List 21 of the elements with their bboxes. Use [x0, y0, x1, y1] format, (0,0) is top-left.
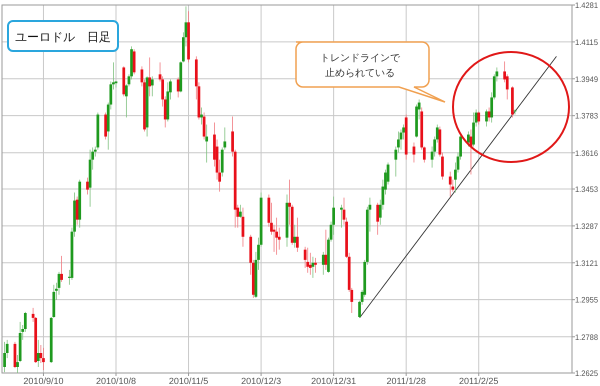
ytick-label: 1.2625	[575, 369, 600, 378]
xtick-label: 2010/12/31	[311, 376, 356, 386]
xtick-label: 2010/11/5	[168, 376, 208, 386]
ytick-label: 1.3287	[575, 222, 600, 231]
ytick-label: 1.3453	[575, 185, 600, 194]
ytick-label: 1.3949	[575, 74, 600, 84]
ytick-label: 1.2788	[575, 332, 600, 342]
xtick-label: 2011/1/28	[386, 376, 426, 386]
ytick-label: 1.2955	[575, 296, 600, 305]
xtick-label: 2010/9/10	[23, 376, 64, 386]
ytick-label: 1.4281	[575, 1, 600, 10]
annotation: トレンドラインで	[320, 53, 400, 64]
xtick-label: 2010/10/8	[96, 376, 136, 386]
annotation: 止められている	[325, 68, 395, 79]
ytick-label: 1.4115	[575, 38, 599, 47]
ytick-label: 1.3783	[575, 112, 600, 121]
xtick-label: 2011/2/25	[459, 376, 498, 386]
ytick-label: 1.3121	[575, 258, 600, 268]
xtick-label: 2010/12/3	[241, 376, 282, 386]
ytick-label: 1.3616	[575, 148, 600, 158]
title: ユーロドル 日足	[15, 30, 111, 44]
